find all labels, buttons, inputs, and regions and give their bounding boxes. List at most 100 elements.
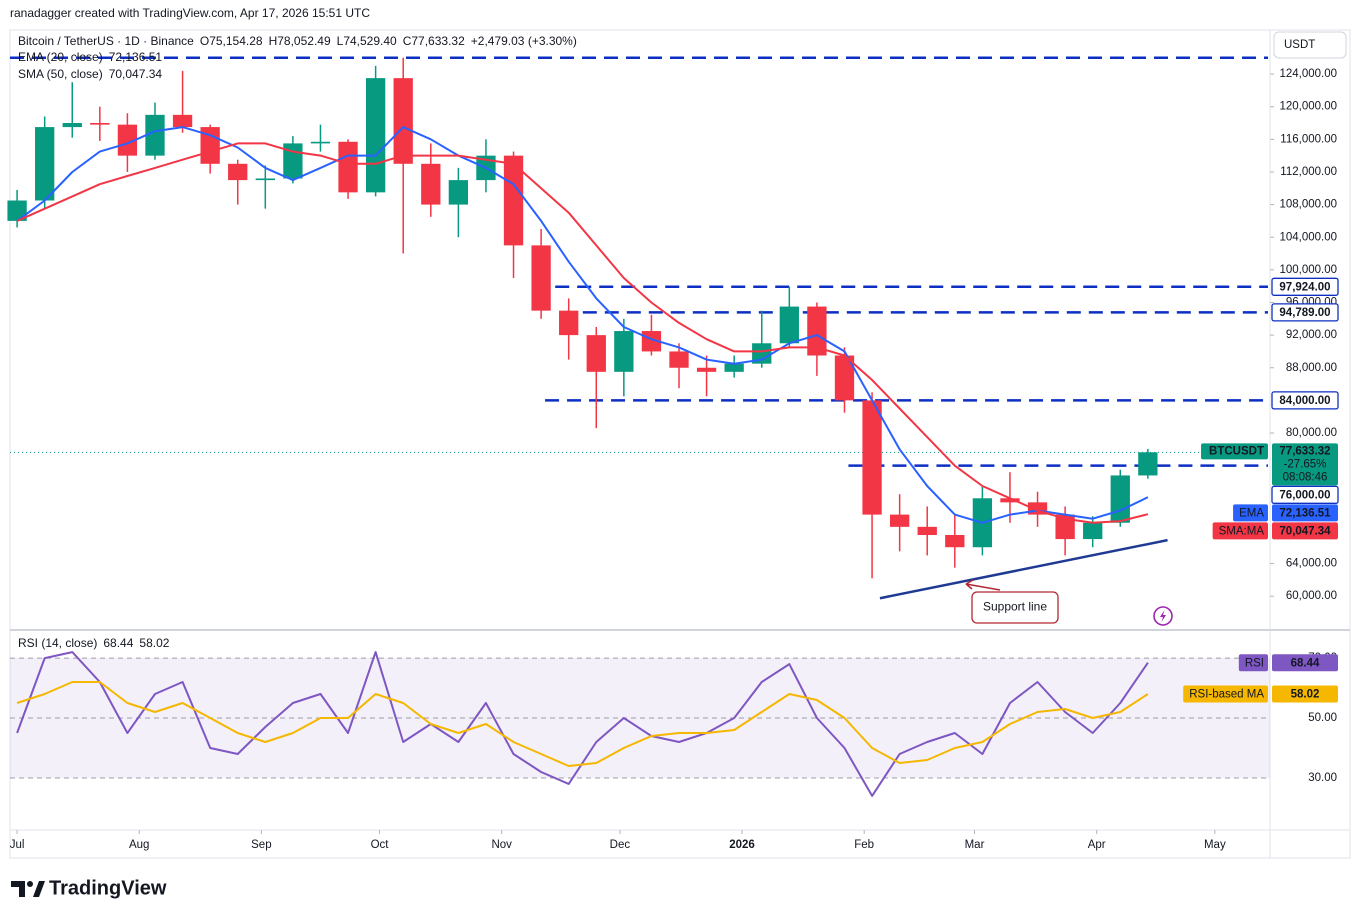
candle-body bbox=[503, 155, 524, 246]
y-tick-label: 50.00 bbox=[1308, 712, 1337, 724]
ohlc-legend: H78,052.49 bbox=[269, 34, 331, 48]
candle-body bbox=[862, 400, 882, 515]
level-tag bbox=[1271, 277, 1339, 296]
name-tag bbox=[1233, 504, 1268, 522]
candle-body bbox=[807, 306, 827, 356]
indicator-line bbox=[16, 651, 1149, 797]
y-tick-label: 104,000.00 bbox=[1279, 231, 1337, 243]
currency: USDT bbox=[1284, 39, 1315, 51]
alert-icon bbox=[1153, 606, 1173, 626]
candle-body bbox=[90, 123, 110, 125]
candle-body bbox=[696, 367, 717, 372]
indicator-line bbox=[16, 126, 1149, 524]
candle-body bbox=[1000, 498, 1020, 503]
level-tag bbox=[1271, 303, 1339, 322]
y-tick-label: 120,000.00 bbox=[1279, 101, 1337, 113]
x-tick-label: Apr bbox=[1088, 839, 1106, 851]
y-tick-label: 30.00 bbox=[1308, 772, 1337, 784]
x-tick-label: Aug bbox=[129, 839, 149, 851]
y-tick-label: 60,000.00 bbox=[1286, 590, 1337, 602]
legend-label: SMA (50, close) bbox=[18, 67, 103, 81]
value-tag bbox=[1272, 504, 1338, 522]
legend-value: 70,047.34 bbox=[109, 67, 163, 81]
level-tag-label: 84,000.00 bbox=[1279, 395, 1330, 407]
candle-body bbox=[393, 78, 413, 164]
price-tag-label: 77,633.32 bbox=[1279, 445, 1330, 457]
candle-body bbox=[834, 355, 855, 401]
candle-body bbox=[752, 343, 772, 364]
y-tick-label: 88,000.00 bbox=[1286, 362, 1337, 374]
ohlc-legend: C77,633.32 bbox=[403, 34, 465, 48]
y-tick-label: 124,000.00 bbox=[1279, 68, 1337, 80]
candle-body bbox=[1083, 522, 1103, 540]
level-tag bbox=[1271, 485, 1339, 504]
value-tag-label: 72,136.51 bbox=[1279, 507, 1331, 519]
candle-body bbox=[228, 163, 248, 181]
y-tick-label: 116,000.00 bbox=[1280, 133, 1337, 145]
support-line bbox=[879, 538, 1168, 600]
candle-body bbox=[1110, 475, 1130, 523]
indicator-line bbox=[16, 681, 1149, 767]
ohlc-legend: L74,529.40 bbox=[337, 34, 397, 48]
candle-body bbox=[35, 127, 55, 201]
value-tag-label: 58.02 bbox=[1291, 689, 1320, 701]
y-tick-label: 112,000.00 bbox=[1280, 166, 1337, 178]
x-tick-label: Feb bbox=[854, 839, 874, 851]
y-tick-label: 64,000.00 bbox=[1286, 558, 1337, 570]
ohlc-legend: O75,154.28 bbox=[200, 34, 263, 48]
y-tick-label: 80,000.00 bbox=[1286, 427, 1337, 439]
candle-body bbox=[338, 141, 358, 193]
symbol-tag bbox=[1201, 443, 1268, 460]
name-tag bbox=[1183, 685, 1268, 703]
value-tag bbox=[1272, 522, 1338, 540]
annotation: Support line bbox=[983, 600, 1047, 614]
annotation-arrow bbox=[965, 579, 1001, 591]
candle-body bbox=[1138, 452, 1158, 476]
ohlc-legend: +2,479.03 (+3.30%) bbox=[471, 34, 577, 48]
legend-value: 68.44 bbox=[103, 636, 133, 650]
y-tick-label: 100,000.00 bbox=[1279, 264, 1337, 276]
candle-body bbox=[7, 200, 27, 221]
value-tag-label: 68.44 bbox=[1291, 657, 1320, 669]
level-tag-label: 94,789.00 bbox=[1279, 307, 1330, 319]
axis-tags: 97,924.00 94,789.00 84,000.00 77,633.32-27.… bbox=[1183, 277, 1339, 703]
level-tag-label: 97,924.00 bbox=[1279, 281, 1330, 293]
candle-body bbox=[1055, 514, 1075, 540]
x-tick-label: Dec bbox=[610, 839, 631, 851]
name-tag-label: EMA bbox=[1239, 507, 1264, 519]
candle-body bbox=[917, 526, 937, 535]
candle-body bbox=[117, 124, 138, 156]
candle-body bbox=[559, 310, 579, 336]
legend-label: RSI (14, close) bbox=[18, 636, 97, 650]
price-tag bbox=[1272, 443, 1338, 486]
currency-box bbox=[1273, 31, 1347, 59]
brand-logo bbox=[11, 881, 45, 897]
price-tag-countdown: 08:08:46 bbox=[1283, 471, 1328, 483]
symbol-tag-label: BTCUSDT bbox=[1209, 445, 1264, 457]
legend-value: 58.02 bbox=[139, 636, 169, 650]
name-tag bbox=[1238, 654, 1268, 672]
candle-body bbox=[421, 163, 441, 205]
name-tag-label: SMA:MA bbox=[1219, 525, 1265, 537]
candle-body bbox=[448, 180, 469, 205]
candle-body bbox=[945, 534, 965, 548]
candle-body bbox=[172, 114, 193, 128]
candle-body bbox=[669, 351, 689, 368]
value-tag bbox=[1272, 654, 1338, 672]
x-tick-label: 2026 bbox=[729, 839, 755, 851]
x-tick-label: May bbox=[1204, 839, 1226, 851]
candle-body bbox=[586, 335, 606, 372]
y-tick-label: 108,000.00 bbox=[1279, 199, 1337, 211]
header: ranadagger created with TradingView.com,… bbox=[10, 6, 370, 20]
name-tag-label: RSI-based MA bbox=[1189, 689, 1264, 701]
legend-label: EMA (20, close) bbox=[18, 50, 103, 64]
legend-title: Bitcoin / TetherUS · 1D · Binance bbox=[18, 34, 194, 48]
brand: TradingView bbox=[49, 877, 167, 899]
x-tick-label: Oct bbox=[371, 839, 390, 851]
candle-body bbox=[724, 363, 744, 372]
candle-body bbox=[310, 141, 331, 144]
x-tick-label: Jul bbox=[10, 839, 25, 851]
